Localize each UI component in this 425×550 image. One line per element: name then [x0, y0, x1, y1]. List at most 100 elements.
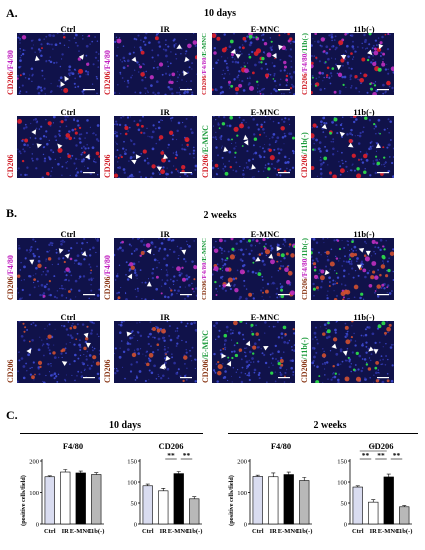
bar-e-mnc: [173, 473, 184, 525]
category-label: IR: [370, 528, 378, 535]
channel-label-part: /: [103, 69, 112, 72]
error-bar: [402, 505, 407, 507]
channel-label-panelB-r3-c3: CD206/11b(-): [300, 337, 309, 383]
group-title-2-weeks: 2 weeks: [313, 420, 347, 431]
category-label: 11b(-): [396, 528, 412, 535]
error-bar: [286, 471, 291, 475]
channel-label-part: /: [300, 357, 309, 360]
b2-col-label-ctrl: Ctrl: [60, 312, 76, 322]
y-axis-label: (positive cells/field): [228, 475, 235, 526]
channel-label-part: CD206: [300, 73, 309, 95]
error-bar: [145, 483, 150, 486]
channel-label-part: /: [6, 69, 15, 72]
chart-title: F4/80: [63, 441, 83, 451]
channel-label-part: CD206: [201, 154, 210, 178]
a-col-label-ir: IR: [160, 24, 170, 34]
category-label: Ctrl: [252, 528, 264, 535]
chart-title: CD206: [368, 441, 393, 451]
group-underline-2-weeks: [228, 433, 418, 434]
b-col-label-ir: IR: [160, 229, 170, 239]
a2-col-label-ctrl: Ctrl: [60, 107, 76, 117]
bar-ctrl: [252, 476, 263, 525]
category-label: 11b(-): [296, 528, 312, 535]
y-tick-label: 50: [131, 500, 138, 507]
bar-e-mnc: [383, 476, 394, 525]
micrograph-panelA-r0-c0: [17, 33, 100, 95]
panel-a-letter: A.: [6, 6, 18, 20]
channel-label-part: CD206: [103, 154, 112, 178]
significance-label: **: [362, 451, 370, 460]
channel-label-part: /: [6, 274, 15, 277]
micrograph-panelA-r0-c2: [212, 33, 295, 95]
micrograph-panelA-r1-c3: [311, 116, 394, 178]
channel-label-part: E-MNC: [201, 330, 210, 358]
micrograph-panelB-r2-c2: [212, 238, 295, 300]
bar-11b-: [299, 480, 310, 525]
channel-label-part: CD206: [300, 278, 309, 300]
channel-label-part: CD206: [201, 75, 208, 95]
bar-11b-: [91, 474, 102, 525]
error-bar: [47, 475, 52, 477]
channel-label-panelB-r2-c0: CD206/F4/80: [6, 255, 15, 300]
b2-col-label-11b: 11b(-): [353, 312, 375, 322]
error-bar: [355, 485, 360, 488]
error-bar: [161, 488, 166, 491]
a2-col-label-ir: IR: [160, 107, 170, 117]
category-label: IR: [62, 528, 70, 535]
micrograph-panelB-r3-c3: [311, 321, 394, 383]
channel-label-part: CD206: [6, 154, 15, 178]
category-label: Ctrl: [44, 528, 56, 535]
a2-col-label-11b: 11b(-): [353, 107, 375, 117]
category-label: E-MNC: [168, 528, 190, 535]
channel-label-panelB-r2-c2: CD206/F4/80/E-MNC: [201, 238, 208, 300]
significance-label: **: [393, 451, 401, 460]
category-label: IR: [270, 528, 278, 535]
channel-label-part: /: [300, 152, 309, 155]
micrograph-panelA-r1-c1: [114, 116, 197, 178]
channel-label-part: E-MNC: [201, 238, 208, 261]
y-tick-label: 0: [134, 521, 137, 528]
bar-11b-: [399, 506, 410, 525]
y-tick-label: 100: [127, 479, 137, 486]
category-label: IR: [160, 528, 168, 535]
channel-label-part: /: [201, 278, 208, 281]
significance-label: *: [371, 443, 375, 452]
y-tick-label: 50: [341, 500, 348, 507]
category-label: E-MNC: [378, 528, 400, 535]
channel-label-panelB-r2-c3: CD206/F4/80/11b(-): [300, 238, 309, 300]
channel-label-part: F4/80: [103, 50, 112, 70]
y-tick-label: 150: [127, 458, 137, 465]
channel-label-part: /: [300, 276, 309, 279]
significance-label: **: [167, 451, 175, 460]
channel-label-part: F4/80: [201, 262, 208, 279]
channel-label-part: CD206: [6, 276, 15, 300]
channel-label-part: 11b(-): [300, 33, 309, 52]
micrograph-panelB-r3-c0: [17, 321, 100, 383]
channel-label-part: F4/80: [300, 53, 309, 72]
bar-e-mnc: [283, 474, 294, 525]
a-col-label-11b: 11b(-): [353, 24, 375, 34]
channel-label-part: 11b(-): [300, 337, 309, 358]
channel-label-part: CD206: [201, 280, 208, 300]
channel-label-part: F4/80: [6, 50, 15, 70]
error-bar: [302, 477, 307, 481]
bar-ir: [60, 471, 71, 525]
channel-label-part: 11b(-): [300, 238, 309, 257]
micrograph-panelA-r0-c3: [311, 33, 394, 95]
a-col-label-emnc: E-MNC: [250, 24, 280, 34]
channel-label-panelA-r0-c0: CD206/F4/80: [6, 50, 15, 95]
channel-label-part: F4/80: [300, 258, 309, 277]
a-col-label-ctrl: Ctrl: [60, 24, 76, 34]
channel-label-part: CD206: [300, 359, 309, 383]
panel-c-letter: C.: [6, 408, 18, 422]
panel-b-letter: B.: [6, 206, 18, 220]
channel-label-part: F4/80: [103, 255, 112, 275]
category-label: 11b(-): [88, 528, 104, 535]
y-tick-label: 0: [244, 521, 247, 528]
channel-label-part: CD206: [201, 359, 210, 383]
b-col-label-11b: 11b(-): [353, 229, 375, 239]
